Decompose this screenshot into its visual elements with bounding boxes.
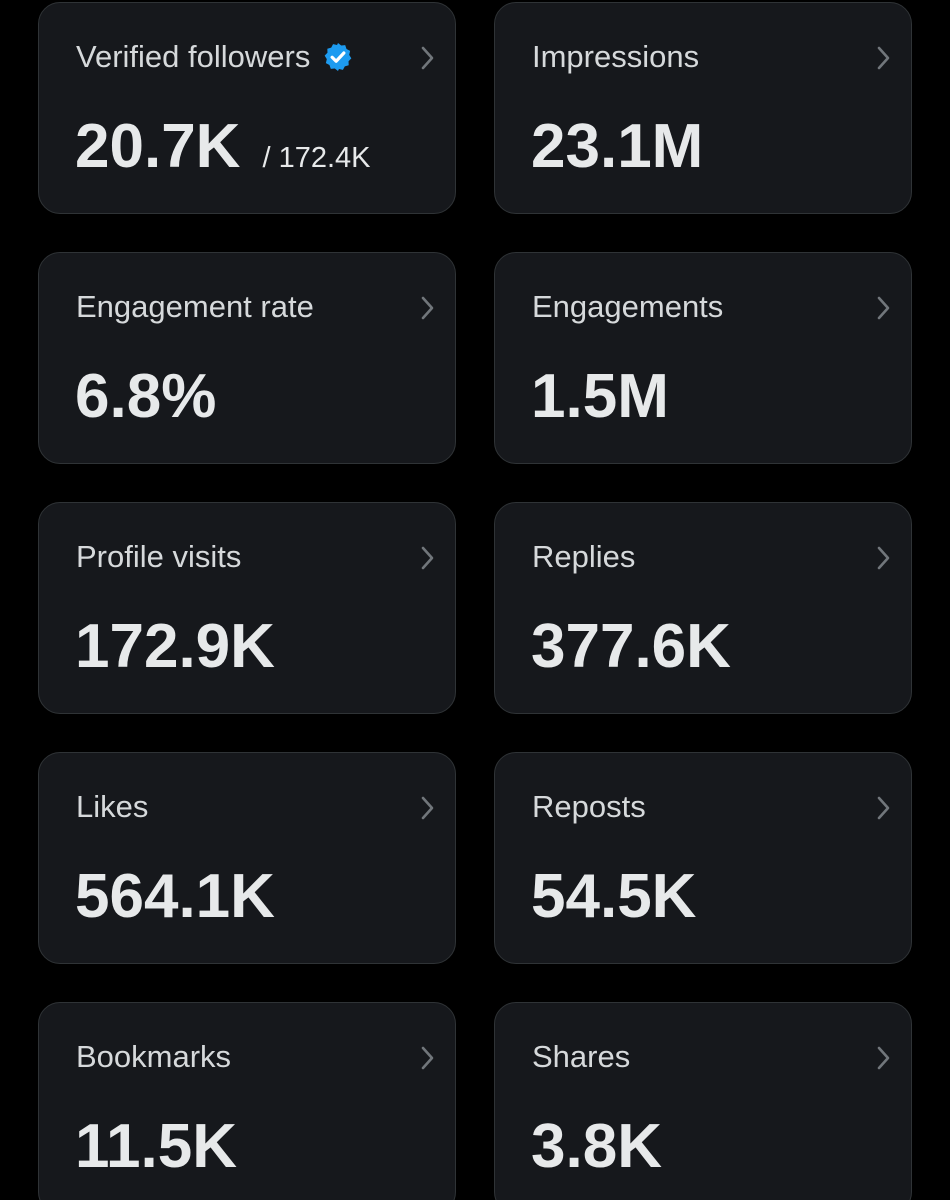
- metric-value: 23.1M: [531, 111, 703, 182]
- metric-label: Reposts: [532, 789, 646, 825]
- metric-label-text: Shares: [532, 1039, 631, 1074]
- metric-card[interactable]: Replies 377.6K: [494, 502, 912, 714]
- metric-card[interactable]: Engagement rate 6.8%: [38, 252, 456, 464]
- metric-value: 20.7K / 172.4K: [75, 111, 370, 182]
- chevron-icon: [421, 1046, 434, 1070]
- metric-value-text: 11.5K: [75, 1112, 238, 1181]
- metric-label: Bookmarks: [76, 1039, 231, 1075]
- metric-value: 564.1K: [75, 861, 275, 932]
- metric-label-text: Bookmarks: [76, 1039, 232, 1074]
- metric-value-text: 1.5M: [531, 362, 669, 431]
- metric-label: Shares: [532, 1039, 630, 1075]
- metric-label-text: Likes: [76, 789, 149, 824]
- metric-label-text: Profile visits: [76, 539, 242, 574]
- metric-value: 11.5K: [75, 1111, 237, 1182]
- metric-value-text: 3.8K: [531, 1112, 662, 1181]
- metric-card[interactable]: Likes 564.1K: [38, 752, 456, 964]
- chevron-icon: [877, 1046, 890, 1070]
- metric-value: 1.5M: [531, 361, 669, 432]
- metric-label-text: Replies: [532, 539, 636, 574]
- metric-label: Engagement rate: [76, 289, 314, 325]
- metric-label-text: Impressions: [532, 39, 700, 74]
- metric-label: Likes: [76, 789, 148, 825]
- metric-value-text: 564.1K: [75, 862, 275, 931]
- metric-card[interactable]: Bookmarks 11.5K: [38, 1002, 456, 1200]
- metric-label: Verified followers: [76, 39, 354, 75]
- metric-value: 172.9K: [75, 611, 275, 682]
- metric-value: 54.5K: [531, 861, 696, 932]
- metric-value-text: 377.6K: [531, 612, 731, 681]
- metric-label-text: Engagement rate: [76, 289, 314, 324]
- metric-card[interactable]: Profile visits 172.9K: [38, 502, 456, 714]
- metric-card[interactable]: Shares 3.8K: [494, 1002, 912, 1200]
- metric-label: Engagements: [532, 289, 723, 325]
- metric-value-text: 20.7K: [75, 112, 241, 181]
- metric-card[interactable]: Verified followers 20.7K / 172.4K: [38, 2, 456, 214]
- metric-label-text: Engagements: [532, 289, 724, 324]
- metric-value-text: 23.1M: [531, 112, 704, 181]
- metric-label: Impressions: [532, 39, 699, 75]
- metric-label: Profile visits: [76, 539, 241, 575]
- metric-label-text: Reposts: [532, 789, 646, 824]
- chevron-icon: [421, 546, 434, 570]
- chevron-icon: [877, 46, 890, 70]
- metric-card[interactable]: Reposts 54.5K: [494, 752, 912, 964]
- metric-secondary: / 172.4K: [262, 142, 371, 174]
- metric-card[interactable]: Engagements 1.5M: [494, 252, 912, 464]
- metric-value-text: 54.5K: [531, 862, 697, 931]
- metric-value-text: 6.8%: [75, 362, 217, 431]
- metric-value-text: 172.9K: [75, 612, 275, 681]
- chevron-icon: [877, 796, 890, 820]
- metric-label: Replies: [532, 539, 635, 575]
- chevron-icon: [421, 46, 434, 70]
- chevron-icon: [877, 546, 890, 570]
- metric-card[interactable]: Impressions 23.1M: [494, 2, 912, 214]
- metric-label-text: Verified followers: [76, 39, 311, 74]
- metric-value: 6.8%: [75, 361, 216, 432]
- chevron-icon: [421, 296, 434, 320]
- chevron-icon: [421, 796, 434, 820]
- metric-value: 377.6K: [531, 611, 731, 682]
- metric-value: 3.8K: [531, 1111, 662, 1182]
- chevron-icon: [877, 296, 890, 320]
- verified-badge: [325, 43, 352, 71]
